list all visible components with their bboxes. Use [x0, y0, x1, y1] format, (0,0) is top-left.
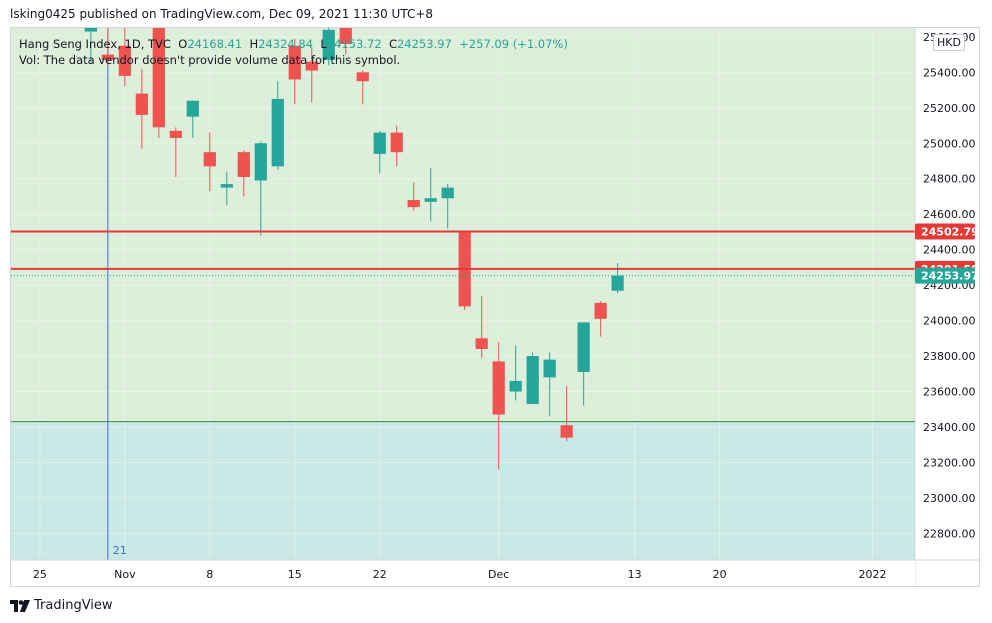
candlestick-chart[interactable]: 21 22800.00 23000.00 23200.00 23400.00 23600.…: [11, 28, 980, 587]
currency-badge[interactable]: HKD: [933, 34, 965, 51]
candle-body: [322, 29, 335, 60]
candle-body: [560, 425, 573, 438]
x-tick-label: 15: [288, 568, 302, 581]
candle-body: [339, 28, 352, 44]
candle-body: [118, 45, 131, 76]
candle-body: [101, 54, 114, 60]
y-tick-label: 23200.00: [923, 456, 976, 469]
last-price-tag: [915, 267, 975, 284]
footer: TradingView: [10, 598, 113, 613]
x-tick-label: 8: [206, 568, 213, 581]
x-tick-label: Dec: [488, 568, 509, 581]
horizontal-line-24502-79-tag-label: 24502.79: [921, 225, 979, 238]
candle-body: [526, 356, 539, 404]
y-tick-label: 24600.00: [923, 208, 976, 221]
candle-body: [373, 132, 386, 154]
candle-body: [475, 338, 488, 349]
y-tick-label: 23600.00: [923, 386, 976, 399]
tradingview-logo-icon: [10, 599, 30, 612]
candle-body: [611, 275, 624, 291]
candle-body: [271, 98, 284, 167]
time-axis-background: [11, 560, 915, 586]
chart-area[interactable]: 21 22800.00 23000.00 23200.00 23400.00 23600.…: [10, 27, 980, 587]
x-tick-label: 13: [628, 568, 642, 581]
candle-body: [594, 302, 607, 319]
candle-body: [441, 187, 454, 199]
candle-body: [577, 322, 590, 373]
x-tick-label: 22: [373, 568, 387, 581]
candle-body: [152, 28, 165, 128]
x-tick-label: 20: [713, 568, 727, 581]
candle-body: [254, 143, 267, 181]
vertical-marker-label: 21: [113, 544, 127, 557]
y-tick-label: 23800.00: [923, 350, 976, 363]
upper-zone-fill: [11, 28, 915, 422]
lower-zone-fill: [11, 421, 915, 560]
candle-body: [186, 100, 199, 117]
x-tick-label: 2022: [859, 568, 887, 581]
y-tick-label: 24000.00: [923, 315, 976, 328]
horizontal-line-24502-79-tag: [915, 223, 975, 240]
y-tick-label: 25200.00: [923, 102, 976, 115]
candle-body: [84, 28, 97, 32]
candle-body: [288, 45, 301, 80]
y-tick-label: 24800.00: [923, 173, 976, 186]
x-tick-label: 25: [33, 568, 47, 581]
last-price-tag-label: 24253.97: [921, 270, 979, 283]
candle-body: [237, 152, 250, 177]
candle-body: [169, 130, 182, 138]
price-axis-background: [915, 28, 979, 586]
candle-body: [390, 132, 403, 153]
candle-body: [305, 61, 318, 71]
y-tick-label: 23400.00: [923, 421, 976, 434]
y-tick-label: 22800.00: [923, 527, 976, 540]
candle-body: [407, 200, 420, 208]
candle-body: [356, 72, 369, 82]
publisher-header: lsking0425 published on TradingView.com,…: [10, 7, 434, 21]
candle-body: [220, 184, 233, 188]
candle-body: [203, 152, 216, 167]
candle-body: [492, 361, 505, 415]
y-tick-label: 24400.00: [923, 244, 976, 257]
y-tick-label: 25000.00: [923, 137, 976, 150]
y-tick-label: 25400.00: [923, 66, 976, 79]
candle-body: [509, 380, 522, 392]
candle-body: [424, 198, 437, 202]
candle-body: [543, 359, 556, 378]
candle-body: [135, 93, 148, 115]
brand-name: TradingView: [34, 598, 113, 613]
x-tick-label: Nov: [114, 568, 136, 581]
y-tick-label: 23000.00: [923, 492, 976, 505]
